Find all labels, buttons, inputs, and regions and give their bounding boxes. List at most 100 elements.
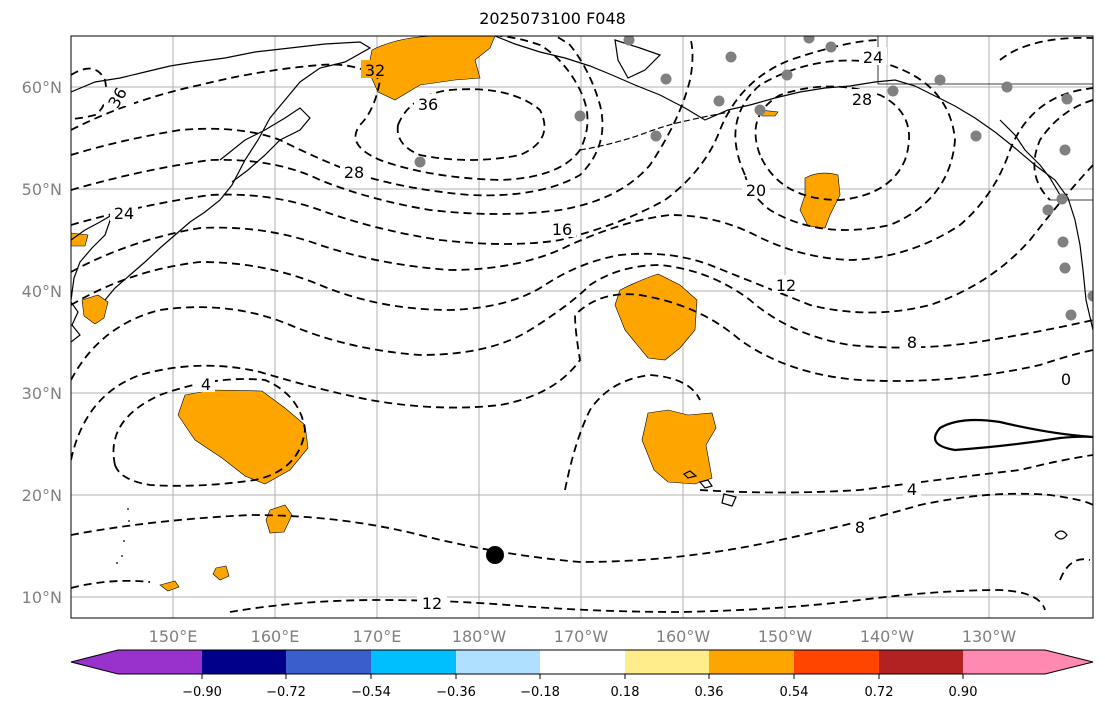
contour-neg-24-east xyxy=(734,59,956,231)
colorbar-segment xyxy=(794,650,879,674)
colorbar-segment xyxy=(202,650,286,674)
contour-neg-12-south xyxy=(71,579,1046,613)
contour-neg-20 xyxy=(71,39,881,245)
colorbar-segment xyxy=(709,650,794,674)
coast-hawaii xyxy=(682,470,737,507)
contour-label-24-west: 24 xyxy=(110,203,138,223)
location-marker xyxy=(486,546,504,564)
svg-text:36: 36 xyxy=(418,95,438,114)
lat-label-40: 40°N xyxy=(22,282,62,301)
anomaly-region-west xyxy=(177,389,309,485)
contour-small-east xyxy=(1059,558,1091,581)
svg-text:20: 20 xyxy=(746,181,766,200)
anomaly-region-small-2 xyxy=(212,565,230,581)
anomaly-region-small-1 xyxy=(265,504,293,534)
coast-japan xyxy=(71,213,114,301)
colorbar-labels: −0.90 −0.72 −0.54 −0.36 −0.18 0.18 0.36 … xyxy=(182,685,977,700)
map-area xyxy=(71,36,1093,618)
anomaly-region-japan-east xyxy=(81,294,109,325)
svg-text:0: 0 xyxy=(1061,370,1071,389)
contour-neg-36 xyxy=(71,67,108,120)
svg-text:8: 8 xyxy=(855,518,865,537)
lon-label-140w: 140°W xyxy=(860,627,915,646)
svg-text:12: 12 xyxy=(422,594,442,613)
colorbar-segment xyxy=(879,650,963,674)
contour-label-12: 12 xyxy=(772,275,800,295)
cb-tick-label: −0.54 xyxy=(351,685,391,700)
contour-label-24-east: 24 xyxy=(859,47,887,67)
station-dots xyxy=(414,36,1093,321)
contour-neg-4-east xyxy=(699,454,1093,494)
lat-label-10: 10°N xyxy=(22,588,62,607)
contour-label-20: 20 xyxy=(742,180,770,200)
contour-neg-12 xyxy=(71,164,1093,314)
contour-label-12-south: 12 xyxy=(417,593,447,613)
lon-label-160w: 160°W xyxy=(656,627,711,646)
contour-label-4-south: 4 xyxy=(903,479,921,499)
gridlines xyxy=(71,36,1093,618)
contour-neg-8-south xyxy=(71,492,1093,563)
colorbar-segment xyxy=(118,650,202,674)
coast-japan-south xyxy=(71,301,81,343)
anomaly-region-hawaii-north xyxy=(641,409,717,485)
coast-island-dots xyxy=(116,508,130,564)
lat-label-60: 60°N xyxy=(22,78,62,97)
lon-label-180w: 180°W xyxy=(452,627,507,646)
lat-label-20: 20°N xyxy=(22,486,62,505)
lon-label-130w: 130°W xyxy=(962,627,1017,646)
contour-ne-top xyxy=(999,36,1093,61)
contour-label-36-bering: 36 xyxy=(414,94,442,114)
contour-label-16: 16 xyxy=(548,219,576,239)
colorbar-segment xyxy=(371,650,456,674)
anomaly-regions xyxy=(71,36,841,592)
lat-label-50: 50°N xyxy=(22,180,62,199)
coast-aleutians xyxy=(579,111,731,151)
cb-tick-label: −0.36 xyxy=(436,685,476,700)
lon-label-170w: 170°W xyxy=(554,627,609,646)
contour-labels: 36 32 36 28 24 24 28 20 16 12 8 4 0 4 8 … xyxy=(104,47,1075,613)
contour-label-8-south: 8 xyxy=(851,517,869,537)
map-title: 2025073100 F048 xyxy=(479,9,626,28)
coast-kamchatka xyxy=(219,107,311,183)
contour-label-4-west: 4 xyxy=(197,374,215,394)
svg-text:12: 12 xyxy=(776,276,796,295)
svg-text:28: 28 xyxy=(344,163,364,182)
lon-label-170e: 170°E xyxy=(353,627,402,646)
svg-text:8: 8 xyxy=(907,333,917,352)
contour-northeast xyxy=(1033,99,1093,201)
contour-label-32: 32 xyxy=(361,60,389,80)
svg-text:16: 16 xyxy=(552,220,572,239)
cb-tick-label: 0.54 xyxy=(780,685,809,700)
colorbar-segment xyxy=(625,650,709,674)
contour-neg-16 xyxy=(71,87,1093,273)
cb-tick-label: 0.90 xyxy=(949,685,978,700)
colorbar-segment xyxy=(456,650,540,674)
cb-tick-label: −0.90 xyxy=(182,685,222,700)
contour-neg-4-outer xyxy=(71,293,1093,461)
svg-text:24: 24 xyxy=(863,48,883,67)
colorbar-outline xyxy=(70,649,1094,675)
colorbar-segment xyxy=(540,650,625,674)
anomaly-region-small-3 xyxy=(159,580,180,592)
contour-neg-28-west xyxy=(71,36,604,197)
colorbar-extend-low xyxy=(71,650,118,674)
svg-text:4: 4 xyxy=(201,375,211,394)
lon-labels: 150°E 160°E 170°E 180°W 170°W 160°W 150°… xyxy=(149,627,1017,646)
contour-neg-8 xyxy=(71,264,1093,381)
coast-marshall xyxy=(1054,530,1068,540)
svg-text:24: 24 xyxy=(114,204,134,223)
svg-text:4: 4 xyxy=(907,480,917,499)
svg-text:28: 28 xyxy=(852,90,872,109)
cb-tick-label: −0.72 xyxy=(266,685,306,700)
coast-asia-northeast xyxy=(71,41,372,301)
map-frame xyxy=(70,35,1094,619)
contour-label-8-north: 8 xyxy=(903,332,921,352)
colorbar xyxy=(70,649,1094,675)
contour-label-0: 0 xyxy=(1057,369,1075,389)
colorbar-segment xyxy=(963,650,1045,674)
contour-zero xyxy=(933,418,1093,452)
contour-neg-4-central xyxy=(564,374,701,491)
coast-bc xyxy=(999,119,1061,196)
lon-label-160e: 160°E xyxy=(251,627,300,646)
